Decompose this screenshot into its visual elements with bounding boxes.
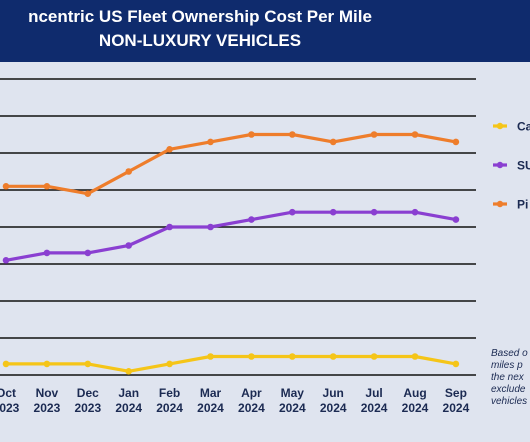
footnote-line: miles p — [491, 360, 523, 371]
data-point — [289, 131, 296, 138]
legend-swatch-dot — [496, 122, 504, 130]
x-tick-label-month: Jun — [323, 386, 344, 400]
data-point — [248, 353, 255, 360]
data-point — [166, 360, 173, 368]
x-tick-label-year: 2024 — [115, 401, 142, 415]
footnote-line: Based o — [491, 348, 528, 359]
data-point — [84, 360, 92, 368]
data-point — [125, 242, 132, 249]
footnote-line: exclude — [491, 384, 526, 395]
data-point — [329, 138, 337, 146]
x-tick-label-year: 2024 — [361, 401, 388, 415]
series-line — [6, 132, 457, 196]
data-point — [2, 257, 10, 264]
data-point — [411, 208, 419, 216]
data-point — [207, 353, 214, 360]
data-point — [2, 360, 10, 368]
data-point — [370, 131, 378, 138]
data-point — [370, 208, 378, 216]
x-tick-label-year: 2024 — [443, 401, 470, 415]
data-point — [370, 353, 378, 360]
data-point — [84, 190, 92, 197]
data-point — [125, 168, 132, 175]
legend-swatch-dot — [496, 200, 504, 208]
series-line — [6, 354, 457, 373]
x-tick-label-month: Mar — [200, 386, 222, 400]
x-tick-label-month: Feb — [159, 386, 180, 400]
x-tick-label-year: 2023 — [34, 401, 61, 415]
x-tick-label-month: Oct — [0, 386, 16, 400]
x-tick-label-month: Apr — [241, 386, 262, 400]
data-point — [329, 208, 337, 216]
data-point — [207, 138, 214, 146]
data-point — [43, 183, 51, 190]
x-tick-label-month: Nov — [36, 386, 59, 400]
x-tick-label-month: Aug — [403, 386, 426, 400]
x-tick-label-year: 2024 — [197, 401, 224, 415]
legend-label: SU — [517, 159, 530, 173]
data-point — [452, 360, 460, 368]
footnote: Based o miles p the nex exclude vehicles — [491, 348, 530, 408]
chart-subtitle: NON-LUXURY VEHICLES — [98, 31, 302, 50]
data-point — [2, 183, 10, 190]
x-tick-label-year: 2024 — [402, 401, 429, 415]
x-tick-label-month: Jul — [365, 386, 382, 400]
data-point — [329, 353, 337, 360]
x-tick-label-month: Sep — [445, 386, 467, 400]
data-point — [289, 208, 296, 216]
data-point — [125, 368, 132, 375]
data-point — [166, 146, 173, 153]
chart-title: ncentric US Fleet Ownership Cost Per Mil… — [28, 7, 372, 26]
legend-label: Ca — [517, 120, 530, 134]
x-tick-label-year: 2023 — [0, 401, 20, 415]
data-point — [289, 353, 296, 360]
legend-swatch-dot — [496, 161, 504, 169]
data-point — [411, 353, 419, 360]
data-point — [207, 223, 214, 231]
data-point — [43, 360, 51, 368]
x-tick-label-year: 2024 — [320, 401, 347, 415]
footnote-line: vehicles — [491, 396, 528, 407]
data-point — [43, 249, 51, 257]
data-point — [452, 138, 460, 146]
data-point — [411, 131, 419, 138]
data-point — [166, 223, 173, 231]
chart-header: ncentric US Fleet Ownership Cost Per Mil… — [0, 0, 530, 62]
x-tick-label-month: May — [281, 386, 305, 400]
x-tick-label-year: 2023 — [74, 401, 101, 415]
x-tick-label-month: Dec — [77, 386, 99, 400]
data-point — [248, 131, 255, 138]
data-point — [248, 216, 255, 223]
legend-label: Pi — [517, 198, 528, 212]
data-point — [84, 249, 92, 257]
x-tick-label-year: 2024 — [279, 401, 306, 415]
footnote-line: the nex — [491, 372, 524, 383]
x-tick-label-year: 2024 — [156, 401, 183, 415]
data-point — [452, 216, 460, 223]
series-line — [5, 210, 457, 262]
x-tick-label-year: 2024 — [238, 401, 265, 415]
x-tick-label-month: Jan — [118, 386, 139, 400]
